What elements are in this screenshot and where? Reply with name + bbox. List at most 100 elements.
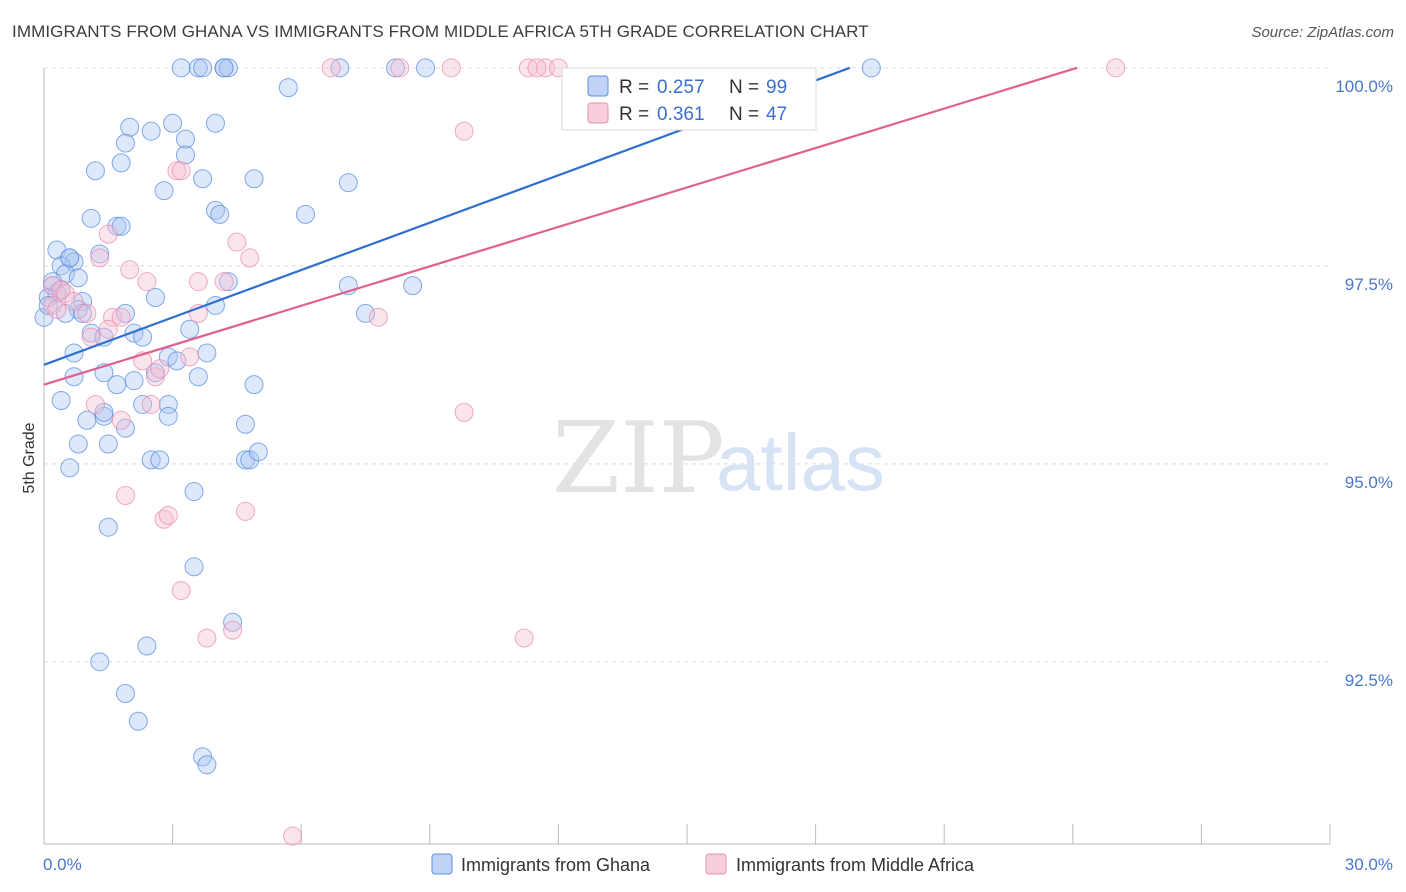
stats-n-label-2: N = bbox=[729, 104, 759, 125]
point-middle-africa bbox=[171, 161, 191, 181]
point-ghana bbox=[163, 113, 183, 133]
point-middle-africa bbox=[64, 291, 84, 311]
chart-title: IMMIGRANTS FROM GHANA VS IMMIGRANTS FROM… bbox=[12, 22, 869, 41]
y-tick-label: 97.5% bbox=[1345, 275, 1393, 294]
point-middle-africa bbox=[214, 272, 234, 292]
stats-r-label-2: R = bbox=[619, 104, 649, 125]
point-ghana bbox=[188, 58, 208, 78]
point-ghana bbox=[248, 442, 268, 462]
point-ghana bbox=[197, 343, 217, 363]
point-middle-africa bbox=[454, 402, 474, 422]
point-middle-africa bbox=[150, 359, 170, 379]
stats-legend: R = 0.257 N = 99 R = 0.361 N = 47 bbox=[561, 67, 817, 131]
point-ghana bbox=[60, 458, 80, 478]
point-middle-africa bbox=[98, 319, 118, 339]
point-ghana bbox=[145, 288, 165, 308]
point-ghana bbox=[68, 434, 88, 454]
point-middle-africa bbox=[454, 121, 474, 141]
point-ghana bbox=[154, 181, 174, 201]
point-ghana bbox=[188, 367, 208, 387]
stats-r-value-1: 0.257 bbox=[657, 77, 705, 98]
y-axis-label: 5th Grade bbox=[21, 422, 38, 493]
point-ghana bbox=[77, 410, 97, 430]
point-middle-africa bbox=[90, 248, 110, 268]
point-middle-africa bbox=[1106, 58, 1126, 78]
point-ghana bbox=[386, 58, 406, 78]
point-ghana bbox=[98, 434, 118, 454]
point-middle-africa bbox=[197, 628, 217, 648]
point-ghana bbox=[403, 276, 423, 296]
axes bbox=[43, 68, 1331, 845]
point-ghana bbox=[175, 129, 195, 149]
bottom-legend: Immigrants from Ghana Immigrants from Mi… bbox=[431, 853, 975, 875]
legend-swatch-middle-africa bbox=[705, 853, 727, 875]
data-points bbox=[34, 58, 1126, 846]
stats-r-value-2: 0.361 bbox=[657, 104, 705, 125]
legend-swatch-ghana bbox=[431, 853, 453, 875]
point-middle-africa bbox=[321, 58, 341, 78]
point-ghana bbox=[193, 169, 213, 189]
point-ghana bbox=[278, 78, 298, 98]
point-middle-africa bbox=[47, 299, 67, 319]
point-ghana bbox=[167, 351, 187, 371]
point-ghana bbox=[90, 652, 110, 672]
point-middle-africa bbox=[223, 620, 243, 640]
gridlines bbox=[44, 67, 1330, 663]
legend-label-middle-africa: Immigrants from Middle Africa bbox=[736, 855, 975, 875]
watermark-atlas: atlas bbox=[716, 418, 885, 507]
point-ghana bbox=[98, 517, 118, 537]
point-middle-africa bbox=[158, 505, 178, 525]
point-middle-africa bbox=[514, 628, 534, 648]
point-ghana bbox=[128, 711, 148, 731]
point-ghana bbox=[244, 375, 264, 395]
point-middle-africa bbox=[368, 307, 388, 327]
point-ghana bbox=[51, 390, 71, 410]
point-ghana bbox=[861, 58, 881, 78]
point-ghana bbox=[111, 153, 131, 173]
y-tick-label: 100.0% bbox=[1335, 77, 1393, 96]
point-middle-africa bbox=[77, 303, 97, 323]
point-ghana bbox=[107, 375, 127, 395]
point-ghana bbox=[115, 684, 135, 704]
stats-n-value-1: 99 bbox=[766, 77, 787, 98]
point-middle-africa bbox=[141, 394, 161, 414]
point-middle-africa bbox=[120, 260, 140, 280]
point-ghana bbox=[214, 58, 234, 78]
point-middle-africa bbox=[111, 410, 131, 430]
point-ghana bbox=[356, 303, 375, 323]
series-middle-africa bbox=[43, 58, 1126, 846]
point-ghana bbox=[210, 204, 230, 224]
series-ghana bbox=[34, 58, 881, 775]
point-middle-africa bbox=[171, 581, 191, 601]
point-ghana bbox=[120, 117, 140, 137]
point-ghana bbox=[68, 268, 88, 288]
stats-r-label-1: R = bbox=[619, 77, 649, 98]
trend-line-middle-africa bbox=[43, 66, 1078, 386]
point-middle-africa bbox=[111, 307, 131, 327]
watermark-zip: ZIP bbox=[552, 402, 725, 516]
point-ghana bbox=[218, 58, 238, 78]
point-ghana bbox=[197, 755, 217, 775]
stats-swatch-pink bbox=[587, 102, 609, 124]
point-ghana bbox=[180, 319, 200, 339]
y-tick-label: 95.0% bbox=[1345, 473, 1393, 492]
point-middle-africa bbox=[283, 826, 303, 846]
stats-n-value-2: 47 bbox=[766, 104, 787, 125]
point-middle-africa bbox=[441, 58, 461, 78]
point-ghana bbox=[60, 248, 80, 268]
point-ghana bbox=[90, 244, 110, 264]
point-middle-africa bbox=[235, 501, 255, 521]
trend-lines bbox=[43, 66, 1078, 386]
point-ghana bbox=[64, 367, 84, 387]
stats-n-label-1: N = bbox=[729, 77, 759, 98]
point-middle-africa bbox=[180, 347, 200, 367]
point-ghana bbox=[115, 133, 135, 153]
point-ghana bbox=[235, 414, 255, 434]
point-ghana bbox=[193, 58, 213, 78]
point-middle-africa bbox=[527, 58, 547, 78]
point-middle-africa bbox=[85, 394, 105, 414]
point-ghana bbox=[244, 169, 264, 189]
point-middle-africa bbox=[115, 486, 135, 506]
y-tick-label: 92.5% bbox=[1345, 671, 1393, 690]
